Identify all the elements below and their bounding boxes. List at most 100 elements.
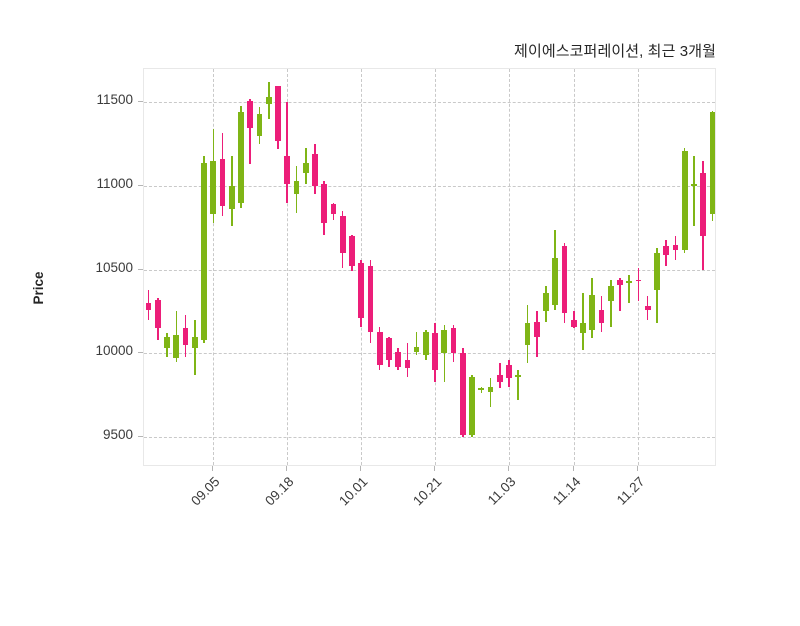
candle-body — [413, 346, 420, 352]
candle-body — [469, 376, 475, 436]
candle-body — [644, 306, 651, 310]
candle-wick — [489, 378, 492, 407]
x-tick-mark — [360, 466, 362, 471]
candle-body — [543, 293, 549, 312]
candle-body — [570, 319, 577, 327]
candle-body — [691, 184, 697, 187]
gridline-vertical — [213, 69, 215, 465]
x-tick-label: 09.05 — [188, 474, 223, 509]
candle-body — [349, 236, 355, 267]
candle-body — [654, 252, 660, 290]
candle-body — [284, 155, 291, 185]
y-tick-label: 11000 — [96, 176, 133, 192]
chart-title: 제이에스코퍼레이션, 최근 3개월 — [514, 43, 716, 60]
candle-wick — [517, 370, 520, 401]
gridline-horizontal — [144, 102, 715, 104]
x-tick-label: 09.18 — [262, 474, 297, 509]
candle-body — [432, 333, 438, 370]
y-tick-label: 10500 — [95, 259, 133, 275]
candle-body — [617, 279, 623, 285]
plot-canvas — [144, 69, 715, 465]
candle-body — [376, 331, 383, 365]
candle-body — [173, 334, 180, 359]
candle-body — [210, 160, 217, 215]
candle-wick — [637, 268, 640, 302]
candle-body — [506, 364, 512, 379]
candle-body — [201, 162, 207, 340]
x-tick-mark — [286, 466, 288, 471]
candle-body — [238, 112, 244, 203]
y-tick-label: 9500 — [102, 426, 133, 442]
y-tick-mark — [138, 352, 143, 354]
candle-wick — [628, 274, 630, 304]
candle-body — [145, 303, 152, 310]
candle-body — [191, 336, 198, 349]
candle-body — [515, 375, 522, 377]
gridline-horizontal — [144, 353, 715, 355]
candle-wick — [609, 279, 612, 327]
gridline-vertical — [509, 69, 511, 465]
gridline-horizontal — [144, 269, 715, 271]
candle-wick — [443, 324, 446, 382]
candle-body — [672, 244, 679, 250]
gridline-horizontal — [144, 436, 715, 438]
candle-wick — [286, 102, 289, 203]
y-axis-label: Price — [31, 270, 47, 305]
candle-body — [700, 172, 706, 237]
gridline-vertical — [573, 69, 575, 465]
candle-body — [256, 114, 263, 136]
candle-body — [330, 204, 337, 215]
candle-body — [182, 328, 189, 345]
y-tick-mark — [138, 435, 143, 437]
candle-body — [589, 294, 596, 330]
candle-body — [275, 85, 281, 141]
candle-wick — [415, 331, 418, 355]
candle-body — [478, 388, 485, 391]
candle-body — [441, 329, 448, 354]
candle-body — [635, 279, 642, 282]
candle-body — [247, 100, 254, 128]
x-tick-mark — [508, 466, 510, 471]
x-tick-mark — [572, 466, 574, 471]
plot-area — [143, 68, 716, 466]
candle-body — [164, 336, 170, 349]
candle-body — [154, 299, 161, 329]
candle-body — [395, 351, 401, 367]
candle-body — [681, 150, 688, 250]
x-tick-label: 10.01 — [336, 474, 371, 509]
candle-body — [496, 375, 503, 382]
y-tick-mark — [138, 185, 143, 187]
candle-body — [663, 246, 670, 255]
candle-body — [580, 323, 586, 334]
candle-body — [552, 257, 559, 305]
x-tick-mark — [212, 466, 214, 471]
gridline-vertical — [287, 69, 289, 465]
y-tick-mark — [138, 101, 143, 103]
candle-wick — [693, 155, 695, 227]
candle-body — [607, 286, 614, 302]
candle-body — [302, 162, 309, 173]
y-tick-mark — [138, 268, 143, 270]
x-tick-label: 11.27 — [614, 474, 649, 508]
candle-body — [487, 386, 494, 392]
candle-body — [339, 216, 346, 253]
candle-body — [533, 321, 540, 337]
candle-body — [312, 154, 318, 187]
candle-body — [386, 338, 392, 360]
candle-body — [423, 331, 429, 355]
candle-wick — [480, 386, 483, 394]
candle-body — [450, 328, 457, 354]
y-tick-label: 10000 — [95, 343, 133, 359]
candle-body — [709, 112, 715, 215]
gridline-vertical — [435, 69, 437, 465]
gridline-vertical — [638, 69, 640, 465]
x-tick-mark — [434, 466, 436, 471]
candle-body — [265, 97, 272, 105]
chart-page: 제이에스코퍼레이션, 최근 3개월 Price 9500 10000 10500 11… — [31, 43, 716, 509]
gridline-horizontal — [144, 186, 715, 188]
candle-wick — [249, 99, 252, 165]
candle-body — [598, 309, 605, 324]
candle-body — [219, 159, 226, 207]
candle-body — [367, 266, 374, 332]
x-tick-mark — [637, 466, 639, 471]
